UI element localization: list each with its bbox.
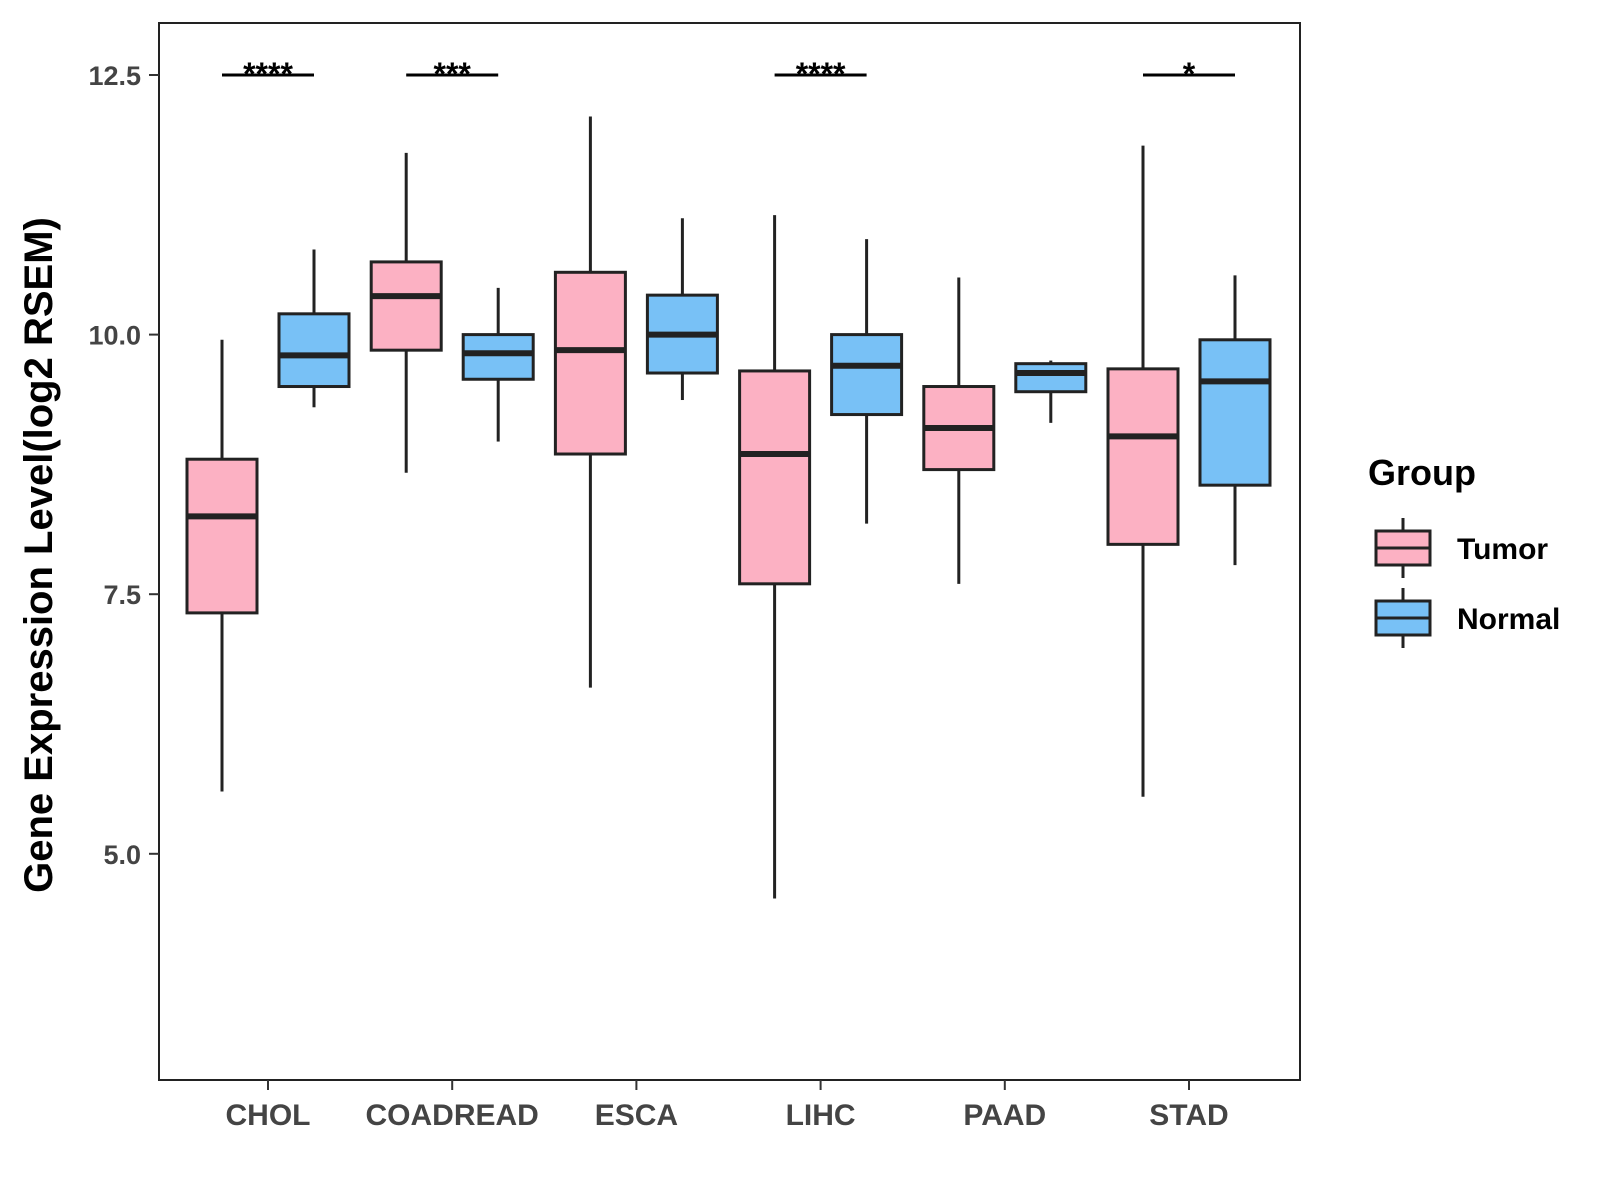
box-normal-esca xyxy=(645,218,719,401)
box-body xyxy=(461,333,535,381)
box-tumor-paad xyxy=(922,277,996,584)
box-normal-lihc xyxy=(830,239,904,524)
box-tumor-lihc xyxy=(738,215,812,899)
legend-key-tumor xyxy=(1374,518,1432,578)
y-tick-label: 7.5 xyxy=(103,580,141,610)
box-normal-coadread xyxy=(461,287,535,442)
panel-border xyxy=(158,22,1301,1081)
significance-label: * xyxy=(1183,56,1196,92)
x-tick-label: STAD xyxy=(1149,1099,1228,1132)
box-body xyxy=(738,369,812,586)
x-tick-label: LIHC xyxy=(786,1099,856,1132)
box-tumor-chol xyxy=(185,339,259,792)
box-body xyxy=(369,260,443,352)
box-normal-paad xyxy=(1014,360,1088,423)
x-tick-label: ESCA xyxy=(595,1099,678,1132)
box-body xyxy=(553,270,627,456)
box-body xyxy=(277,312,351,389)
x-tick-label: COADREAD xyxy=(366,1099,539,1132)
box-normal-chol xyxy=(277,249,351,408)
x-tick-label: CHOL xyxy=(226,1099,311,1132)
box-body xyxy=(1014,362,1088,394)
box-normal-stad xyxy=(1198,275,1272,566)
significance-label: **** xyxy=(243,56,293,92)
box-tumor-esca xyxy=(553,116,627,688)
legend: Group Tumor Normal xyxy=(1368,452,1560,648)
box-body xyxy=(830,333,904,417)
significance-label: **** xyxy=(796,56,846,92)
y-tick-label: 5.0 xyxy=(103,840,141,870)
y-tick-label: 12.5 xyxy=(88,61,141,91)
y-axis-title: Gene Expression Level(log2 RSEM) xyxy=(17,217,61,893)
box-body xyxy=(185,457,259,615)
box-body xyxy=(1106,367,1180,546)
significance-label: *** xyxy=(434,56,472,92)
box-tumor-coadread xyxy=(369,152,443,473)
box-tumor-stad xyxy=(1106,145,1180,797)
x-tick-label: PAAD xyxy=(963,1099,1046,1132)
y-tick-label: 10.0 xyxy=(88,321,141,351)
axes: 5.0 7.5 10.0 12.5 CHOL COADREAD ESCA LIHC PAAD ST… xyxy=(88,22,1301,1132)
legend-key-normal xyxy=(1374,588,1432,648)
plot-area: **** *** **** * xyxy=(185,56,1272,899)
legend-title: Group xyxy=(1368,452,1476,493)
legend-label: Normal xyxy=(1457,603,1560,636)
box-body xyxy=(1198,338,1272,487)
legend-label: Tumor xyxy=(1457,533,1548,566)
